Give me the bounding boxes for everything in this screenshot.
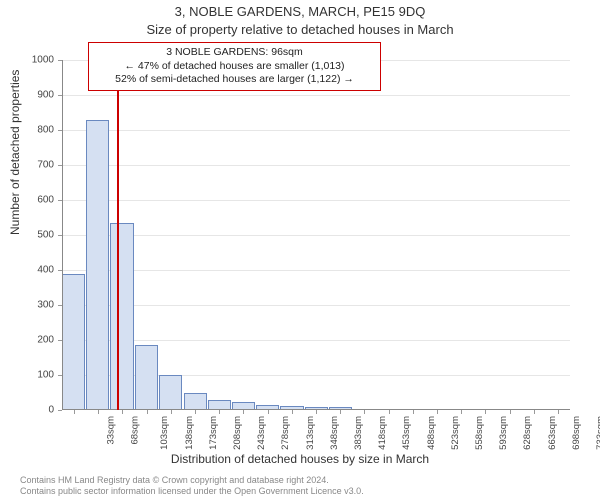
x-axis-label: Distribution of detached houses by size … — [0, 452, 600, 466]
x-tick-label: 733sqm — [595, 416, 600, 450]
annotation-line-2: ← 47% of detached houses are smaller (1,… — [97, 60, 372, 74]
x-tick-mark — [243, 410, 244, 414]
x-tick-mark — [268, 410, 269, 414]
x-tick-label: 68sqm — [130, 416, 141, 445]
histogram-bar — [110, 223, 133, 410]
footer-attribution: Contains HM Land Registry data © Crown c… — [20, 475, 364, 497]
x-tick-mark — [485, 410, 486, 414]
y-tick-mark — [58, 340, 62, 341]
y-tick-label: 800 — [14, 125, 54, 136]
histogram-bar — [62, 274, 85, 411]
x-tick-mark — [510, 410, 511, 414]
x-tick-label: 138sqm — [183, 416, 194, 450]
y-tick-label: 1000 — [14, 55, 54, 66]
y-tick-mark — [58, 130, 62, 131]
x-tick-label: 348sqm — [329, 416, 340, 450]
x-tick-mark — [389, 410, 390, 414]
x-tick-mark — [219, 410, 220, 414]
x-tick-mark — [147, 410, 148, 414]
footer-line-1: Contains HM Land Registry data © Crown c… — [20, 475, 364, 486]
annotation-line-1: 3 NOBLE GARDENS: 96sqm — [97, 46, 372, 60]
x-tick-label: 383sqm — [353, 416, 364, 450]
x-tick-label: 453sqm — [401, 416, 412, 450]
y-tick-label: 500 — [14, 230, 54, 241]
x-tick-label: 243sqm — [256, 416, 267, 450]
plot-area: 33sqm68sqm103sqm138sqm173sqm208sqm243sqm… — [62, 60, 570, 410]
x-tick-label: 173sqm — [208, 416, 219, 450]
histogram-bar — [159, 375, 182, 410]
x-tick-label: 278sqm — [280, 416, 291, 450]
y-tick-mark — [58, 270, 62, 271]
y-tick-label: 100 — [14, 370, 54, 381]
y-tick-mark — [58, 60, 62, 61]
y-tick-label: 200 — [14, 335, 54, 346]
x-tick-mark — [171, 410, 172, 414]
x-tick-label: 313sqm — [304, 416, 315, 450]
y-tick-label: 700 — [14, 160, 54, 171]
x-tick-label: 593sqm — [498, 416, 509, 450]
x-tick-mark — [461, 410, 462, 414]
x-tick-mark — [340, 410, 341, 414]
histogram-bar — [135, 345, 158, 410]
x-tick-label: 33sqm — [106, 416, 117, 445]
x-tick-label: 208sqm — [232, 416, 243, 450]
x-tick-label: 103sqm — [159, 416, 170, 450]
histogram-bar — [86, 120, 109, 411]
y-tick-mark — [58, 95, 62, 96]
annotation-line-3: 52% of semi-detached houses are larger (… — [97, 73, 372, 87]
x-axis-line — [62, 409, 570, 410]
chart-container: 3, NOBLE GARDENS, MARCH, PE15 9DQ Size o… — [0, 0, 600, 500]
y-tick-mark — [58, 200, 62, 201]
x-tick-mark — [413, 410, 414, 414]
histogram-bar — [184, 393, 207, 411]
bars-group: 33sqm68sqm103sqm138sqm173sqm208sqm243sqm… — [62, 60, 570, 410]
y-tick-label: 0 — [14, 405, 54, 416]
x-tick-mark — [195, 410, 196, 414]
x-tick-label: 558sqm — [474, 416, 485, 450]
property-marker-line — [117, 60, 119, 410]
x-tick-mark — [534, 410, 535, 414]
x-tick-label: 698sqm — [571, 416, 582, 450]
chart-title-address: 3, NOBLE GARDENS, MARCH, PE15 9DQ — [0, 4, 600, 19]
x-tick-mark — [558, 410, 559, 414]
x-tick-mark — [364, 410, 365, 414]
y-tick-label: 600 — [14, 195, 54, 206]
annotation-callout: 3 NOBLE GARDENS: 96sqm ← 47% of detached… — [88, 42, 381, 91]
footer-line-2: Contains public sector information licen… — [20, 486, 364, 497]
x-tick-label: 418sqm — [377, 416, 388, 450]
x-tick-label: 523sqm — [450, 416, 461, 450]
y-tick-mark — [58, 165, 62, 166]
y-tick-label: 400 — [14, 265, 54, 276]
x-tick-mark — [316, 410, 317, 414]
x-tick-label: 663sqm — [546, 416, 557, 450]
y-tick-mark — [58, 235, 62, 236]
y-tick-mark — [58, 375, 62, 376]
x-tick-label: 628sqm — [522, 416, 533, 450]
x-tick-mark — [437, 410, 438, 414]
x-tick-mark — [292, 410, 293, 414]
y-tick-label: 900 — [14, 90, 54, 101]
x-tick-mark — [74, 410, 75, 414]
x-tick-mark — [98, 410, 99, 414]
y-axis-line — [62, 60, 63, 410]
y-tick-mark — [58, 410, 62, 411]
y-tick-mark — [58, 305, 62, 306]
chart-title-description: Size of property relative to detached ho… — [0, 22, 600, 37]
x-tick-mark — [122, 410, 123, 414]
y-tick-label: 300 — [14, 300, 54, 311]
x-tick-label: 488sqm — [425, 416, 436, 450]
